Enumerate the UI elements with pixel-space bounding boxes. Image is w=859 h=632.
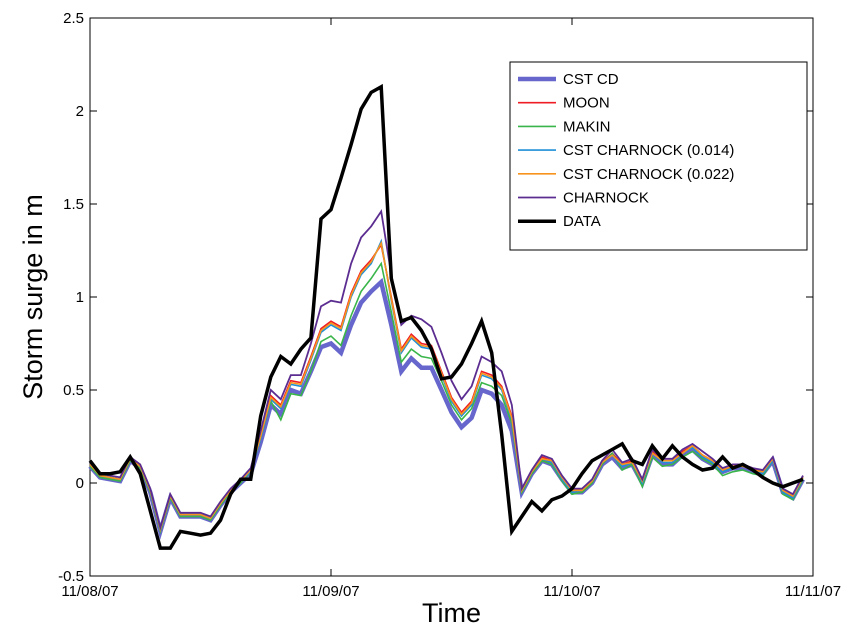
y-tick-label: 1.5 [63, 196, 84, 213]
legend-box [509, 61, 808, 251]
legend-label-makin: MAKIN [563, 118, 611, 135]
y-tick-label: 0.5 [63, 382, 84, 399]
x-tick-label: 11/11/07 [785, 583, 841, 600]
legend-label-charnock: CHARNOCK [563, 190, 649, 207]
x-axis-title: Time [422, 598, 481, 628]
x-tick-label: 11/10/07 [543, 583, 600, 600]
y-tick-label: 2 [76, 103, 84, 120]
legend-items: CST CD MOON MAKIN CST CHARNOCK (0.014) CST C… [518, 71, 734, 230]
axis-ticks: -0.5 0 0.5 1 1.5 2 2.5 11/08/07 11/09/07 11/10/07… [58, 10, 841, 600]
series-layer [88, 83, 805, 550]
legend: CST CD MOON MAKIN CST CHARNOCK (0.014) CST C… [509, 61, 808, 251]
legend-label-data: DATA [563, 213, 601, 230]
y-tick-label: 1 [76, 289, 84, 306]
x-tick-label: 11/09/07 [302, 583, 359, 600]
series-line-data [88, 83, 804, 550]
y-tick-label: 0 [76, 475, 84, 492]
legend-label-moon: MOON [563, 95, 610, 112]
y-tick-label: -0.5 [58, 568, 84, 585]
series-line-cst-charnock-0-022 [89, 240, 804, 533]
legend-label-cst-cd: CST CD [563, 71, 619, 88]
legend-label-cst-charnock-0-014: CST CHARNOCK (0.014) [563, 142, 734, 159]
y-axis-title: Storm surge in m [18, 194, 48, 400]
series-line-charnock [89, 208, 804, 531]
x-tick-label: 11/08/07 [61, 583, 118, 600]
legend-label-cst-charnock-0-022: CST CHARNOCK (0.022) [563, 166, 734, 183]
y-tick-label: 2.5 [63, 10, 84, 27]
